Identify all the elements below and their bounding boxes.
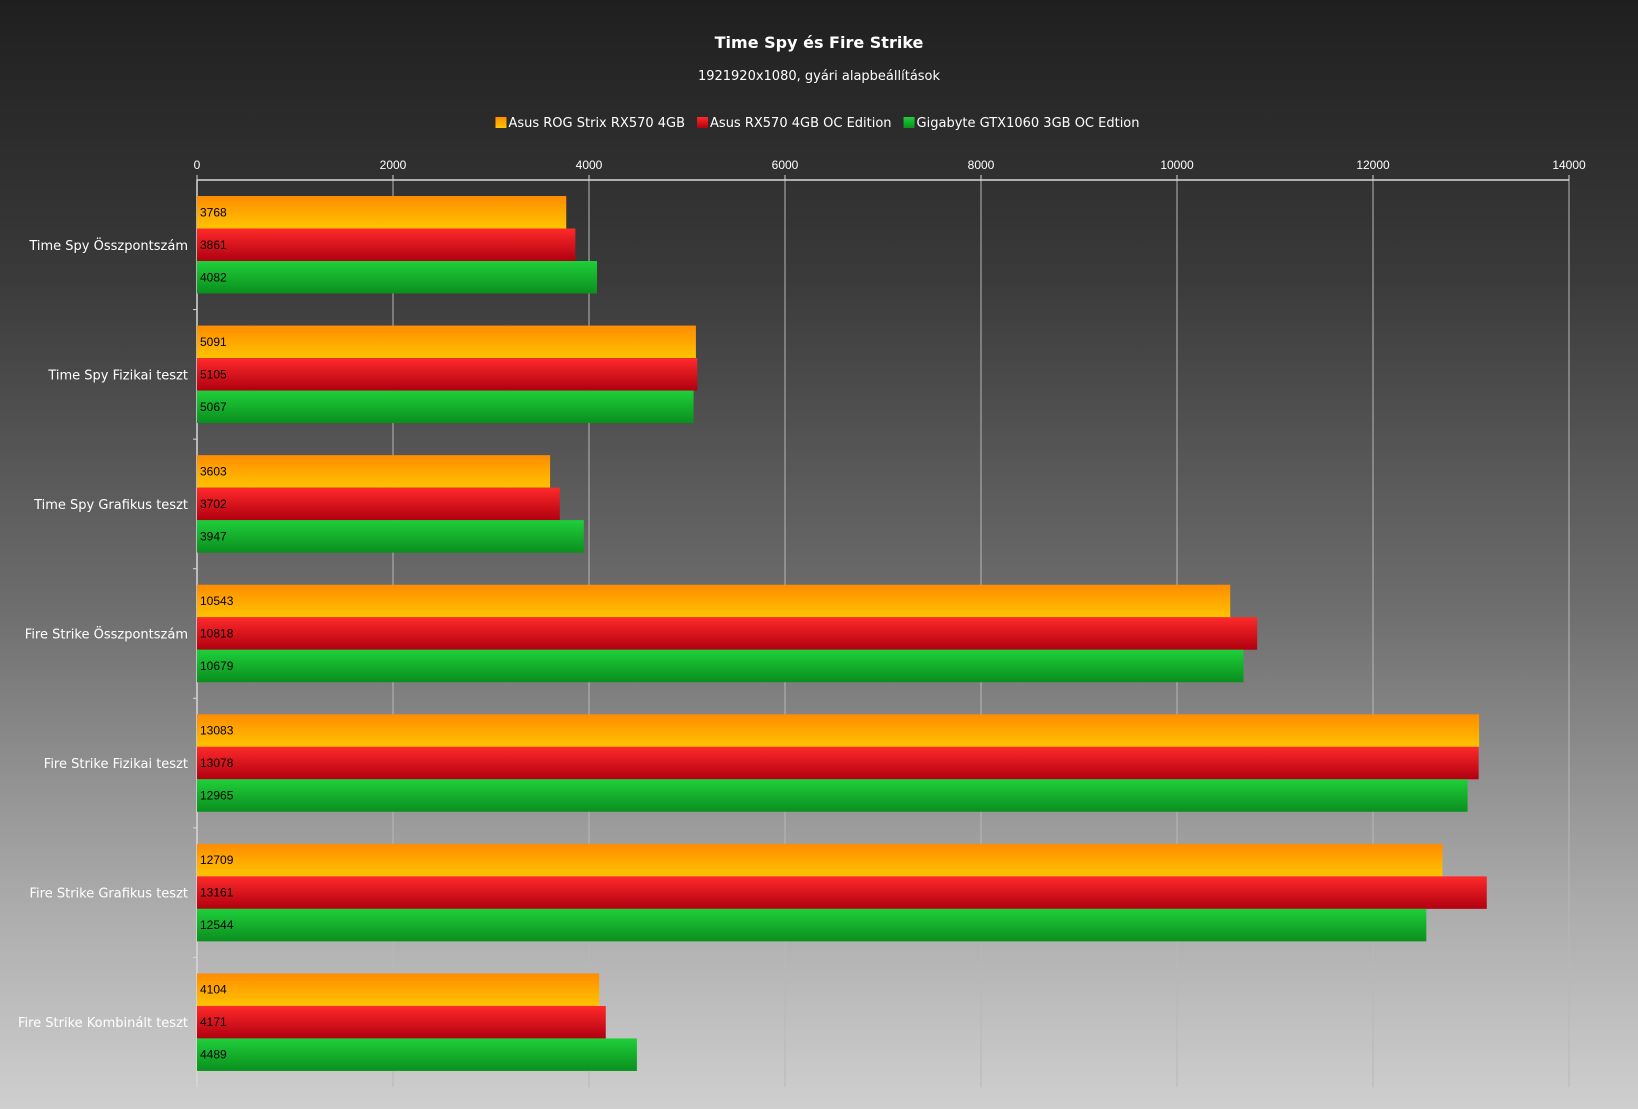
data-label: 10679 [200, 659, 234, 673]
bar [197, 1005, 606, 1039]
x-tick-label: 14000 [1552, 158, 1586, 172]
legend-swatch [697, 117, 709, 128]
x-tick-label: 6000 [772, 158, 799, 172]
bar [197, 196, 567, 229]
bar [197, 908, 1427, 942]
legend: Asus ROG Strix RX570 4GB Asus RX570 4GB O… [495, 116, 1140, 131]
bar [197, 843, 1443, 877]
bar [197, 746, 1479, 780]
legend-label: Gigabyte GTX1060 3GB OC Edtion [917, 116, 1140, 131]
bar [197, 649, 1244, 683]
bar [197, 455, 551, 488]
data-label: 3603 [200, 464, 227, 478]
x-tick-label: 12000 [1356, 158, 1390, 172]
legend-swatch [495, 117, 507, 128]
data-label: 5067 [200, 400, 227, 414]
bar [197, 261, 598, 294]
x-tick-label: 10000 [1160, 158, 1194, 172]
data-label: 4489 [200, 1048, 227, 1062]
category-label: Fire Strike Kombinált teszt [18, 1016, 188, 1031]
bar [197, 973, 600, 1006]
category-label: Time Spy Grafikus teszt [33, 498, 188, 513]
legend-swatch [903, 117, 915, 128]
x-tick-label: 8000 [968, 158, 995, 172]
chart-subtitle: 1921920x1080, gyári alapbeállítások [698, 69, 941, 84]
data-label: 4171 [200, 1015, 227, 1029]
category-label: Time Spy Fizikai teszt [47, 368, 188, 383]
bar [197, 228, 576, 261]
data-label: 5091 [200, 335, 227, 349]
data-label: 13161 [200, 886, 234, 900]
bar [197, 584, 1231, 618]
chart-title: Time Spy és Fire Strike [715, 33, 924, 52]
x-tick-label: 4000 [576, 158, 603, 172]
data-label: 3702 [200, 497, 227, 511]
data-label: 13078 [200, 756, 234, 770]
data-label: 4104 [200, 983, 227, 997]
x-tick-label: 2000 [380, 158, 407, 172]
data-label: 13083 [200, 724, 234, 738]
category-label: Time Spy Összpontszám [28, 237, 188, 254]
data-label: 10543 [200, 594, 234, 608]
bar [197, 714, 1480, 747]
bar [197, 325, 696, 359]
category-label: Fire Strike Fizikai teszt [44, 757, 188, 772]
data-label: 4082 [200, 270, 227, 284]
data-label: 3861 [200, 238, 227, 252]
bar [197, 487, 560, 521]
data-label: 12709 [200, 853, 234, 867]
bar [197, 779, 1468, 812]
data-label: 3947 [200, 529, 227, 543]
data-label: 12965 [200, 789, 234, 803]
bar [197, 1038, 637, 1071]
bar [197, 876, 1487, 909]
data-label: 5105 [200, 367, 227, 381]
bar [197, 520, 584, 553]
data-label: 10818 [200, 626, 234, 640]
data-label: 3768 [200, 205, 227, 219]
legend-label: Asus RX570 4GB OC Edition [710, 116, 892, 131]
bar [197, 390, 694, 424]
category-label: Fire Strike Összpontszám [25, 625, 188, 642]
bars: 3768 3861 4082 5091 5105 5067 3603 3702 3947 1054… [197, 196, 1487, 1071]
bar [197, 358, 698, 391]
data-label: 12544 [200, 918, 234, 932]
bar [197, 617, 1258, 650]
legend-label: Asus ROG Strix RX570 4GB [508, 116, 685, 131]
x-tick-label: 0 [194, 158, 201, 172]
category-label: Fire Strike Grafikus teszt [30, 887, 188, 902]
